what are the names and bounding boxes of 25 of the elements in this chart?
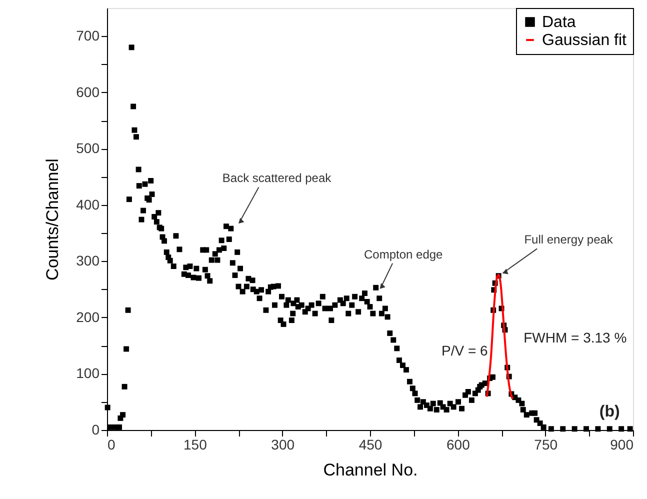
annotation: (b) <box>599 403 620 420</box>
x-tick-label: 450 <box>358 436 382 452</box>
legend-label: Gaussian fit <box>542 32 628 49</box>
x-tick-label: 300 <box>271 436 295 452</box>
x-tick-label: 600 <box>446 436 470 452</box>
annotation: P/V = 6 <box>442 342 488 358</box>
x-tick-label: 900 <box>610 436 634 452</box>
y-tick-label: 400 <box>76 196 100 212</box>
legend-label: Data <box>542 14 576 31</box>
annotation: Back scattered peak <box>222 171 332 186</box>
y-tick-label: 600 <box>76 84 100 100</box>
x-tick-label: 0 <box>108 436 116 452</box>
annotation: FWHM = 3.13 % <box>524 330 627 346</box>
y-tick-label: 0 <box>92 422 100 438</box>
y-tick-label: 300 <box>76 252 100 269</box>
x-tick-label: 150 <box>183 436 208 452</box>
y-tick-label: 700 <box>76 28 100 44</box>
y-tick-label: 500 <box>76 140 100 156</box>
y-tick-label: 200 <box>76 308 100 325</box>
y-tick-label: 100 <box>76 365 100 382</box>
y-axis-title: Counts/Channel <box>43 158 62 280</box>
annotation: Compton edge <box>364 247 444 262</box>
x-tick-label: 750 <box>534 436 558 452</box>
annotation: Full energy peak <box>524 232 614 247</box>
x-axis-title: Channel No. <box>323 460 418 480</box>
